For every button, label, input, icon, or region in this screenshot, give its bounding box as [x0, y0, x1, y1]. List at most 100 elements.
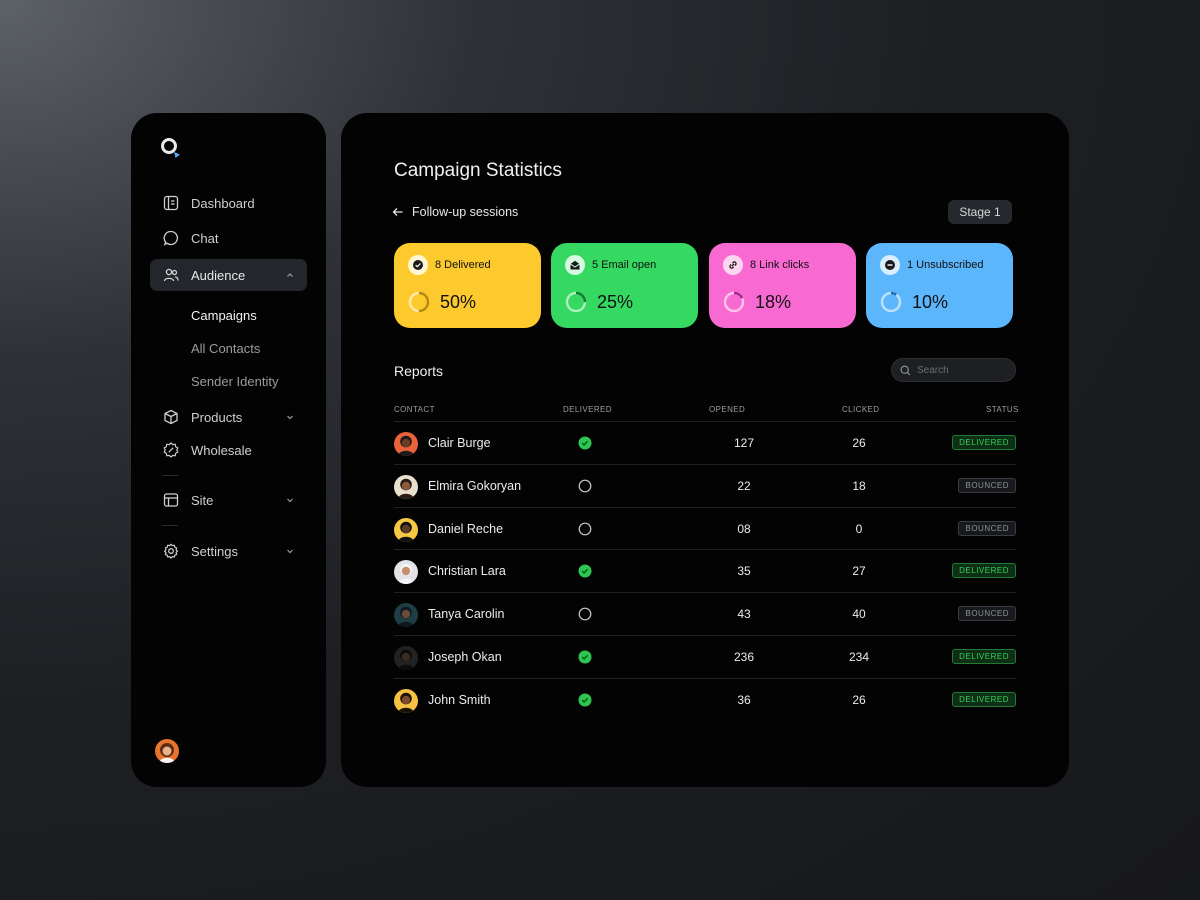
opened-count: 22 — [737, 478, 751, 493]
nav-label: Dashboard — [191, 195, 255, 211]
back-link-label: Follow-up sessions — [412, 205, 519, 219]
nav-label: Audience — [191, 267, 246, 283]
audience-icon — [162, 267, 179, 284]
search-box[interactable] — [891, 358, 1016, 382]
arrow-left-icon — [392, 208, 403, 216]
clicked-count: 40 — [852, 607, 866, 622]
stat-percent: 25% — [597, 292, 634, 312]
progress-ring — [408, 291, 430, 313]
nav-item-wholesale[interactable]: Wholesale — [150, 434, 307, 466]
nav-label: Chat — [191, 230, 219, 246]
sub-item-all-contacts[interactable]: All Contacts — [191, 341, 261, 356]
app-logo-icon[interactable] — [160, 137, 182, 159]
chat-icon — [162, 230, 179, 247]
chevron-down-icon[interactable] — [285, 546, 295, 556]
check-circle-icon — [578, 650, 592, 664]
user-avatar[interactable] — [155, 739, 179, 763]
stat-label: 8 Delivered — [435, 259, 491, 271]
opened-count: 236 — [733, 650, 755, 664]
clicked-count: 26 — [852, 436, 866, 450]
nav-item-dashboard[interactable]: Dashboard — [150, 187, 307, 219]
opened-count: 08 — [737, 521, 751, 536]
stat-card-delivered[interactable]: 8 Delivered 50% — [394, 243, 541, 328]
progress-ring — [880, 291, 902, 313]
opened-count: 127 — [733, 436, 755, 450]
progress-ring — [565, 291, 587, 313]
contact-name[interactable]: Tanya Carolin — [428, 607, 505, 622]
status-badge: DELIVERED — [952, 563, 1016, 579]
table-row[interactable]: John Smith 36 26 DELIVERED — [394, 677, 1016, 721]
sub-item-sender-identity[interactable]: Sender Identity — [191, 374, 279, 389]
contact-name[interactable]: Joseph Okan — [428, 650, 502, 664]
nav-label: Wholesale — [191, 442, 252, 458]
chevron-up-icon[interactable] — [285, 270, 295, 280]
stat-card-link-clicks[interactable]: 8 Link clicks 18% — [709, 243, 856, 328]
opened-count: 36 — [737, 692, 751, 707]
table-row[interactable]: Daniel Reche 08 0 BOUNCED — [394, 506, 1016, 550]
contact-name[interactable]: Christian Lara — [428, 564, 506, 579]
link-icon — [723, 255, 743, 275]
back-link[interactable]: Follow-up sessions — [392, 205, 518, 219]
contact-name[interactable]: Clair Burge — [428, 436, 491, 450]
nav-label: Products — [191, 409, 243, 425]
clicked-count: 26 — [852, 692, 866, 707]
chevron-down-icon[interactable] — [285, 495, 295, 505]
contact-name[interactable]: Elmira Gokoryan — [428, 478, 522, 493]
dashboard-icon — [162, 195, 179, 212]
clicked-count: 18 — [852, 478, 866, 493]
box-icon — [162, 409, 179, 426]
column-header-status[interactable]: STATUS — [986, 405, 1019, 414]
contact-name[interactable]: John Smith — [428, 692, 491, 707]
nav-item-site[interactable]: Site — [150, 484, 307, 516]
status-badge: DELIVERED — [952, 435, 1016, 450]
stat-card-unsubscribed[interactable]: 1 Unsubscribed 10% — [866, 243, 1013, 328]
contact-avatar[interactable] — [394, 646, 418, 670]
clicked-count: 0 — [855, 521, 863, 536]
status-badge: BOUNCED — [958, 606, 1016, 622]
nav-item-audience[interactable]: Audience — [150, 259, 307, 291]
contact-avatar[interactable] — [394, 688, 418, 713]
contact-avatar[interactable] — [394, 603, 418, 628]
reports-title: Reports — [394, 363, 444, 379]
contact-avatar[interactable] — [394, 517, 418, 542]
table-row[interactable]: Elmira Gokoryan 22 18 BOUNCED — [394, 463, 1016, 507]
contact-avatar[interactable] — [394, 432, 418, 456]
stat-percent: 18% — [755, 292, 792, 312]
nav-item-settings[interactable]: Settings — [150, 535, 307, 567]
progress-ring — [723, 291, 745, 313]
empty-circle-icon — [578, 522, 592, 535]
nav-label: Settings — [191, 543, 238, 559]
check-circle-icon — [578, 693, 592, 707]
clicked-count: 234 — [848, 650, 870, 664]
empty-circle-icon — [578, 479, 592, 493]
contact-avatar[interactable] — [394, 474, 418, 499]
chevron-down-icon[interactable] — [285, 412, 295, 422]
opened-count: 43 — [737, 607, 751, 622]
search-icon — [900, 364, 911, 375]
stage-button[interactable]: Stage 1 — [948, 200, 1012, 224]
contact-avatar[interactable] — [394, 560, 418, 585]
search-input[interactable] — [915, 363, 1014, 377]
stat-label: 1 Unsubscribed — [907, 259, 984, 271]
table-row[interactable]: Tanya Carolin 43 40 BOUNCED — [394, 592, 1016, 635]
table-row[interactable]: Joseph Okan 236 234 DELIVERED — [394, 635, 1016, 678]
stat-percent: 50% — [440, 292, 477, 312]
layout-icon — [162, 492, 179, 509]
sub-item-campaigns[interactable]: Campaigns — [191, 308, 257, 323]
table-row[interactable]: Clair Burge 127 26 DELIVERED — [394, 421, 1016, 464]
stat-percent: 10% — [912, 292, 949, 312]
column-header-clicked[interactable]: CLICKED — [842, 405, 880, 414]
nav-item-chat[interactable]: Chat — [150, 222, 307, 254]
stat-card-email-open[interactable]: 5 Email open 25% — [551, 243, 698, 328]
minus-circle-icon — [880, 255, 900, 275]
column-header-delivered[interactable]: DELIVERED — [563, 405, 612, 414]
column-header-opened[interactable]: OPENED — [709, 405, 746, 414]
column-header-contact[interactable]: CONTACT — [394, 405, 435, 414]
contact-name[interactable]: Daniel Reche — [428, 521, 504, 536]
check-circle-icon — [578, 436, 592, 450]
clicked-count: 27 — [852, 564, 866, 579]
opened-count: 35 — [737, 564, 751, 579]
table-row[interactable]: Christian Lara 35 27 DELIVERED — [394, 549, 1016, 592]
nav-item-products[interactable]: Products — [150, 401, 307, 433]
check-circle-icon — [578, 564, 592, 578]
